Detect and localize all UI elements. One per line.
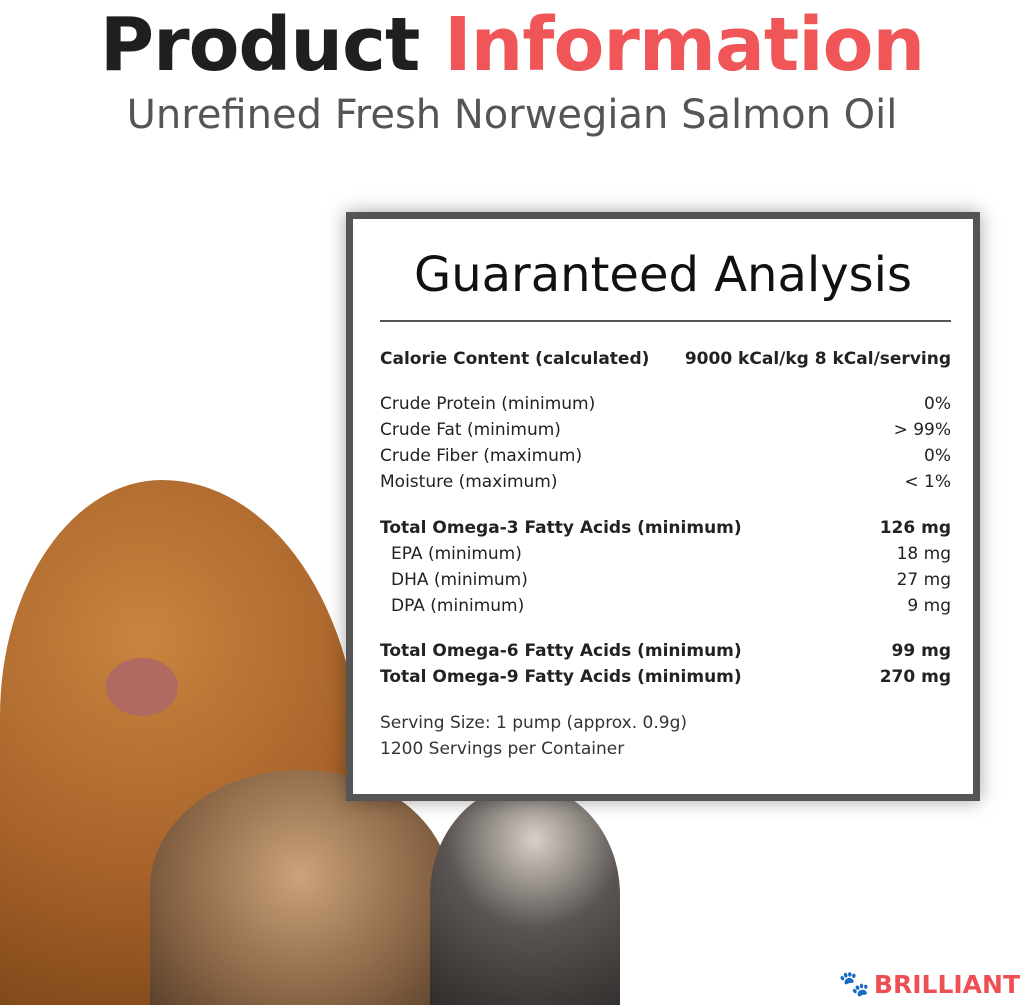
paw-icon: 🐾 (838, 969, 870, 998)
subtitle: Unrefined Fresh Norwegian Salmon Oil (126, 92, 898, 138)
omega6-row: Total Omega-6 Fatty Acids (minimum) 99 mg (380, 641, 951, 661)
divider (380, 320, 951, 322)
servings-per-container: 1200 Servings per Container (380, 739, 625, 759)
analysis-row: Crude Protein (minimum) 0% (380, 394, 951, 414)
omega3-row: Total Omega-3 Fatty Acids (minimum) 126 m… (380, 518, 951, 538)
calorie-row: Calorie Content (calculated) 9000 kCal/kg… (380, 349, 951, 369)
guaranteed-analysis-panel: Guaranteed Analysis Calorie Content (cal… (346, 212, 980, 801)
page-title: Product Information (99, 2, 925, 88)
dog-nose (106, 658, 178, 716)
omega3-sub-row: DHA (minimum) 27 mg (391, 570, 951, 590)
omega3-sub-row: DPA (minimum) 9 mg (391, 596, 951, 616)
serving-size: Serving Size: 1 pump (approx. 0.9g) (380, 713, 688, 733)
omega3-sub-row: EPA (minimum) 18 mg (391, 544, 951, 564)
omega9-row: Total Omega-9 Fatty Acids (minimum) 270 m… (380, 667, 951, 687)
title-accent: Information (444, 2, 925, 88)
ferret-image (430, 785, 620, 1005)
analysis-row: Crude Fat (minimum) > 99% (380, 420, 951, 440)
brand-logo: 🐾 BRILLIANT (838, 969, 1020, 999)
analysis-row: Crude Fiber (maximum) 0% (380, 446, 951, 466)
panel-title: Guaranteed Analysis (414, 247, 912, 303)
analysis-row: Moisture (maximum) < 1% (380, 472, 951, 492)
cat-image (150, 770, 450, 1005)
